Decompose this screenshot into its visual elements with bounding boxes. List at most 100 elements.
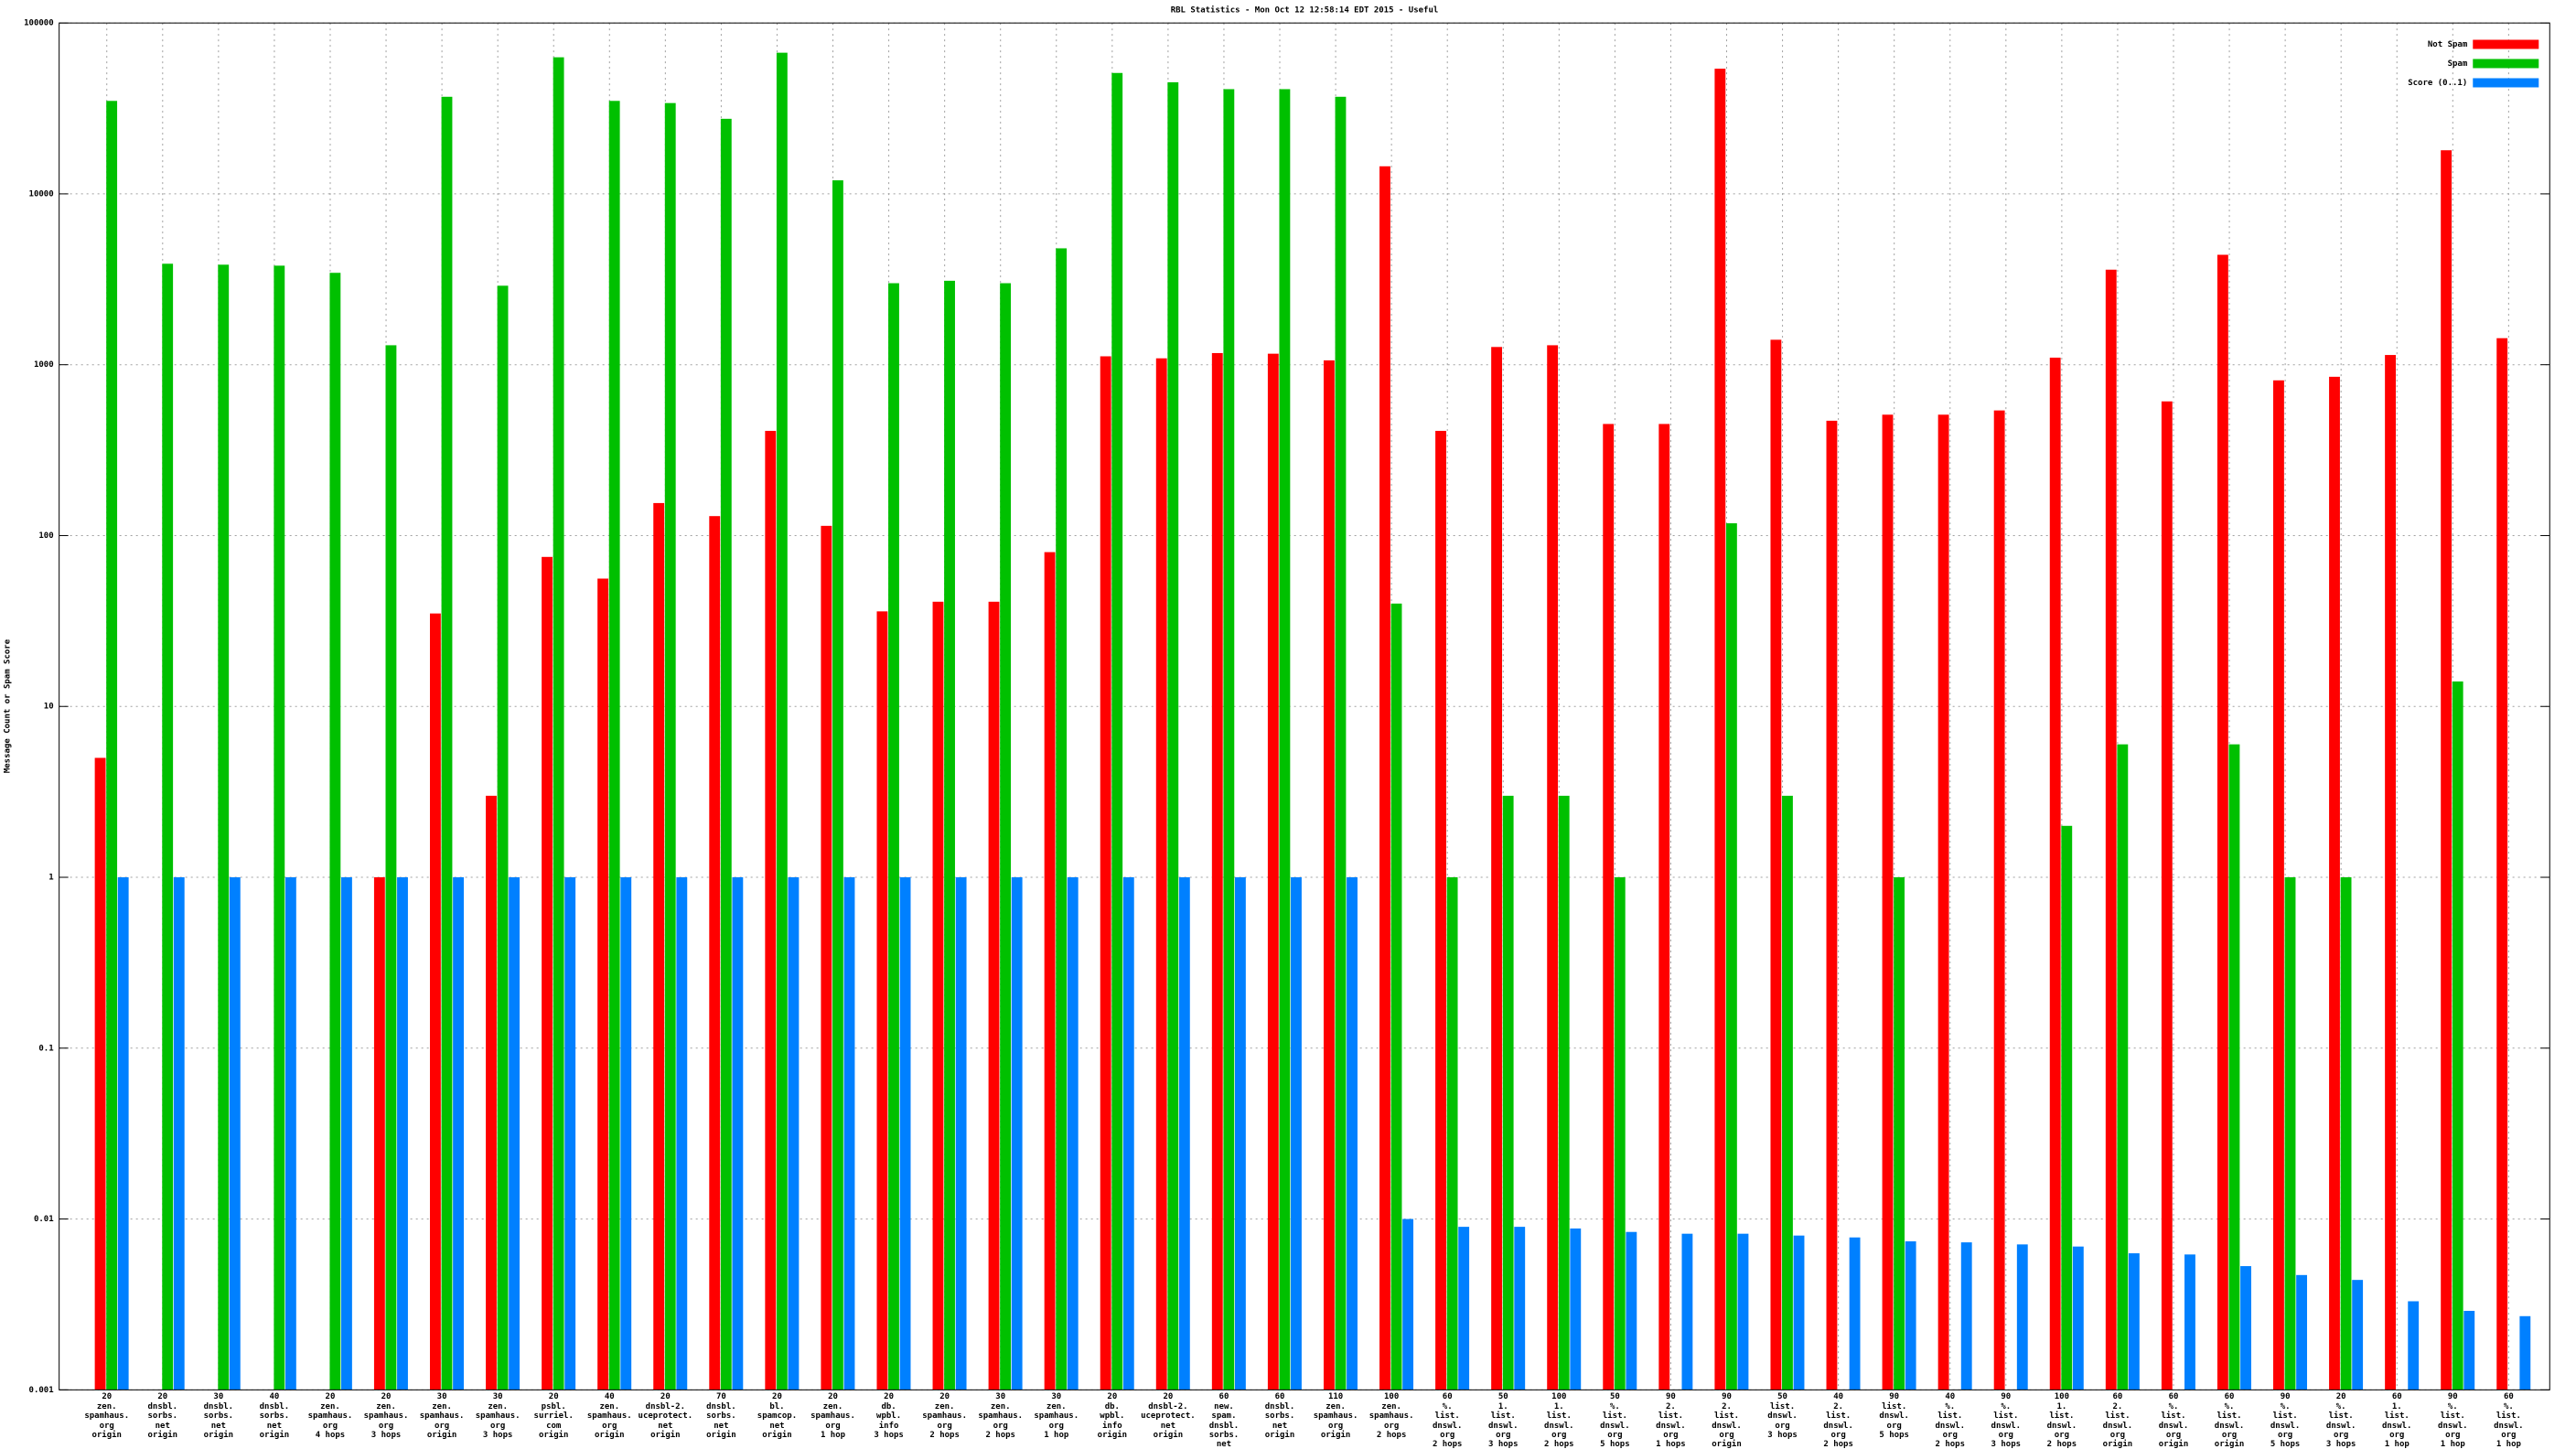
bar xyxy=(1044,552,1056,1390)
bar xyxy=(1937,414,1949,1390)
bar xyxy=(1614,877,1626,1390)
x-tick-label: 30 zen. spamhaus. org 3 hops xyxy=(475,1392,521,1440)
y-tick-label: 0.01 xyxy=(34,1215,54,1224)
x-tick-label: 50 %. list. dnswl. org 5 hops xyxy=(1600,1392,1630,1449)
bar xyxy=(2408,1301,2420,1390)
y-tick-label: 10 xyxy=(44,703,54,712)
y-tick-label: 1 xyxy=(48,874,53,883)
bar xyxy=(385,345,397,1390)
bar xyxy=(397,877,408,1390)
bar xyxy=(162,263,174,1390)
bar xyxy=(932,601,944,1390)
bar xyxy=(2128,1253,2140,1390)
x-tick-label: 30 dnsbl. sorbs. net origin xyxy=(203,1392,234,1440)
bar xyxy=(1100,356,1111,1390)
x-tick-label: 40 2. list. dnswl. org 2 hops xyxy=(1823,1392,1853,1449)
bar xyxy=(1960,1242,1972,1390)
x-tick-label: 50 1. list. dnswl. org 3 hops xyxy=(1487,1392,1519,1449)
bar xyxy=(1223,89,1235,1390)
x-tick-label: 20 db. wpbl. info 3 hops xyxy=(874,1392,904,1440)
bar xyxy=(1782,795,1793,1390)
x-tick-label: 20 zen. spamhaus. org 3 hops xyxy=(363,1392,409,1440)
y-axis-label: Message Count or Spam Score xyxy=(4,639,13,773)
bar xyxy=(720,118,732,1390)
plot-frame xyxy=(59,22,2550,1390)
x-tick-label: 40 dnsbl. sorbs. net origin xyxy=(259,1392,290,1440)
bar xyxy=(1725,523,1737,1390)
x-tick-label: 90 %. list. dnswl. org 3 hops xyxy=(1991,1392,2022,1449)
x-tick-label: 90 %. list. dnswl. org 5 hops xyxy=(2270,1392,2301,1449)
bar xyxy=(732,877,744,1390)
x-tick-label: 90 %. list. dnswl. org 1 hop xyxy=(2438,1392,2468,1449)
y-tick-label: 0.001 xyxy=(29,1386,54,1395)
x-tick-label: 20 zen. spamhaus. org origin xyxy=(84,1392,130,1440)
bar xyxy=(2296,1274,2308,1390)
bar xyxy=(1122,877,1134,1390)
x-tick-label: 20 zen. spamhaus. org 1 hop xyxy=(810,1392,855,1440)
bar xyxy=(955,877,967,1390)
bar xyxy=(2385,355,2396,1390)
bar xyxy=(486,795,497,1390)
bar xyxy=(1067,877,1079,1390)
x-tick-label: 20 dnsbl-2. uceprotect. net origin xyxy=(1141,1392,1196,1440)
bar xyxy=(2496,338,2508,1390)
bar xyxy=(676,877,688,1390)
legend-swatch xyxy=(2473,39,2539,49)
bar xyxy=(1011,877,1023,1390)
x-tick-label: 70 dnsbl. sorbs. net origin xyxy=(706,1392,736,1440)
bar xyxy=(173,877,185,1390)
bar xyxy=(832,180,843,1390)
bar xyxy=(229,877,241,1390)
bar xyxy=(1714,69,1726,1390)
x-tick-label: 90 2. list. dnswl. org 1 hops xyxy=(1656,1392,1686,1449)
bar xyxy=(620,877,632,1390)
y-tick-label: 1000 xyxy=(34,360,54,370)
bar xyxy=(1658,424,1670,1390)
x-tick-label: 100 1. list. dnswl. org 2 hops xyxy=(1544,1392,1574,1449)
bar xyxy=(509,877,521,1390)
bar xyxy=(1155,358,1167,1390)
bar xyxy=(2117,744,2129,1390)
bar xyxy=(1491,347,1503,1390)
x-tick-label: 100 zen. spamhaus. org 2 hops xyxy=(1368,1392,1414,1440)
bar xyxy=(988,601,1000,1390)
bar xyxy=(1882,414,1894,1390)
bar xyxy=(1849,1237,1861,1390)
bar xyxy=(117,877,129,1390)
x-tick-label: 60 %. list. dnswl. org origin xyxy=(2158,1392,2189,1449)
x-tick-label: 50 list. dnswl. org 3 hops xyxy=(1767,1392,1798,1440)
bar xyxy=(2216,254,2228,1390)
x-tick-label: 20 %. list. dnswl. org 3 hops xyxy=(2325,1392,2356,1449)
y-tick-label: 100000 xyxy=(24,19,54,28)
bar xyxy=(1547,345,1559,1390)
x-tick-label: 20 bl. spamcop. net origin xyxy=(757,1392,798,1440)
bar xyxy=(1458,1227,1470,1390)
bar xyxy=(2184,1254,2195,1390)
bar xyxy=(776,52,788,1390)
bar xyxy=(1335,96,1347,1390)
bar xyxy=(2463,1310,2475,1390)
x-tick-label: 100 1. list. dnswl. org 2 hops xyxy=(2046,1392,2077,1449)
bar xyxy=(1905,1240,1916,1390)
legend-swatch xyxy=(2473,78,2539,88)
bar xyxy=(821,525,832,1390)
bar xyxy=(2105,269,2117,1390)
x-tick-label: 90 2. list. dnswl. org origin xyxy=(1712,1392,1742,1449)
bar xyxy=(1347,877,1358,1390)
bar xyxy=(341,877,352,1390)
bar xyxy=(888,283,899,1390)
x-tick-label: 60 1. list. dnswl. org 1 hop xyxy=(2381,1392,2412,1449)
x-tick-label: 20 psbl. surriel. com origin xyxy=(533,1392,574,1440)
x-tick-label: 30 zen. spamhaus. org origin xyxy=(419,1392,465,1440)
bar xyxy=(453,877,464,1390)
bar xyxy=(284,877,296,1390)
bar xyxy=(1681,1233,1693,1390)
bar xyxy=(1626,1231,1637,1390)
bar xyxy=(1267,353,1279,1390)
bar xyxy=(597,578,609,1390)
bar xyxy=(2519,1315,2531,1390)
bar xyxy=(1167,81,1179,1390)
bar xyxy=(1234,877,1246,1390)
bar xyxy=(1826,420,1838,1390)
